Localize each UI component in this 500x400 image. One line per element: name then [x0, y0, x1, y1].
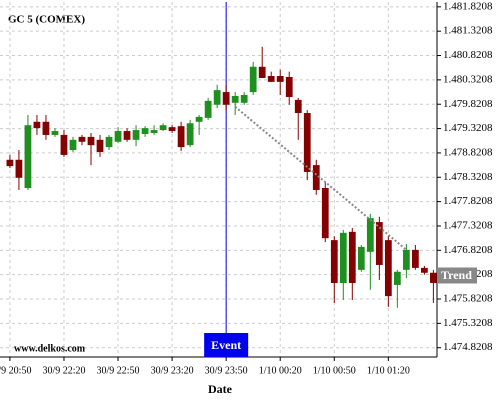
candle-body: [421, 267, 428, 273]
candle-body: [384, 240, 392, 297]
candle-body: [114, 131, 122, 142]
candle-body: [105, 136, 113, 148]
candle-body: [357, 246, 365, 270]
y-tick-label: 1.477.3208: [443, 219, 493, 231]
candle-body: [375, 222, 383, 265]
candle-body: [96, 139, 104, 152]
y-tick-label: 1.480.3208: [443, 73, 493, 85]
candle-body: [78, 136, 86, 142]
y-tick-label: 1.477.8208: [443, 195, 493, 207]
candle-body: [33, 121, 41, 129]
y-tick-label: 1.474.8208: [443, 341, 493, 353]
watermark: www.delkos.com: [14, 343, 86, 354]
candle-body: [348, 231, 356, 283]
candle-body: [141, 128, 149, 134]
x-tick-label: 30/9 20:50: [0, 365, 31, 376]
candle-body: [222, 92, 230, 105]
x-tick-label: 1/10 00:20: [259, 365, 302, 376]
x-tick-label: 1/10 00:50: [313, 365, 356, 376]
x-axis-label: Date: [208, 382, 233, 396]
y-tick-label: 1.479.3208: [443, 122, 493, 134]
candle-body: [402, 249, 410, 270]
candle-body: [231, 95, 239, 103]
candle-body: [204, 100, 212, 118]
candle-body: [186, 123, 194, 146]
candle-body: [168, 127, 176, 132]
candle-body: [69, 139, 77, 151]
candle-body: [6, 159, 14, 167]
candle-body: [132, 130, 140, 140]
candle-body: [339, 232, 347, 283]
trend-line: [234, 105, 408, 251]
x-tick-label: 30/9 23:20: [151, 365, 194, 376]
candle-body: [240, 95, 248, 103]
candle-body: [330, 240, 338, 283]
chart-title: GC 5 (COMEX): [8, 14, 85, 26]
candle-body: [213, 90, 221, 105]
candle-body: [430, 272, 437, 283]
candle-body: [312, 165, 320, 190]
candle-body: [321, 188, 329, 239]
candle-body: [393, 271, 401, 285]
event-label: Event: [211, 338, 241, 352]
event-label-box: [204, 333, 249, 357]
candle-body: [42, 121, 50, 135]
y-tick-label: 1.480.8208: [443, 49, 493, 61]
y-tick-label: 1.476.8208: [443, 244, 493, 256]
y-tick-label: 1.478.3208: [443, 171, 493, 183]
candle-body: [150, 130, 158, 133]
candle-body: [24, 125, 32, 189]
candle-body: [159, 125, 167, 131]
candle-body: [177, 126, 185, 148]
candle-body: [276, 76, 284, 82]
candle-body: [87, 136, 95, 146]
x-tick-label: 30/9 22:50: [97, 365, 140, 376]
candle-body: [249, 66, 257, 93]
candle-body: [258, 66, 266, 78]
candle-body: [294, 99, 302, 114]
x-tick-label: 30/9 22:20: [42, 365, 85, 376]
x-tick-label: 30/9 23:50: [205, 365, 248, 376]
y-tick-label: 1.481.8208: [443, 0, 493, 12]
y-tick-label: 1.479.8208: [443, 98, 493, 110]
candle-body: [267, 76, 275, 82]
candle-body: [366, 218, 374, 252]
y-tick-label: 1.475.8208: [443, 293, 493, 305]
trend-label: Trend: [441, 268, 472, 282]
candle-body: [285, 76, 293, 97]
candle-body: [195, 116, 203, 122]
candle-body: [411, 249, 419, 268]
candle-body: [303, 113, 311, 172]
trend-label-box: [437, 267, 477, 284]
candle-body: [51, 131, 59, 135]
candle-body: [123, 131, 131, 140]
y-tick-label: 1.481.3208: [443, 25, 493, 37]
x-tick-label: 1/10 01:20: [367, 365, 410, 376]
candle-body: [60, 134, 68, 155]
y-tick-label: 1.478.8208: [443, 146, 493, 158]
y-tick-label: 1.475.3208: [443, 317, 493, 329]
candle-body: [15, 159, 23, 178]
